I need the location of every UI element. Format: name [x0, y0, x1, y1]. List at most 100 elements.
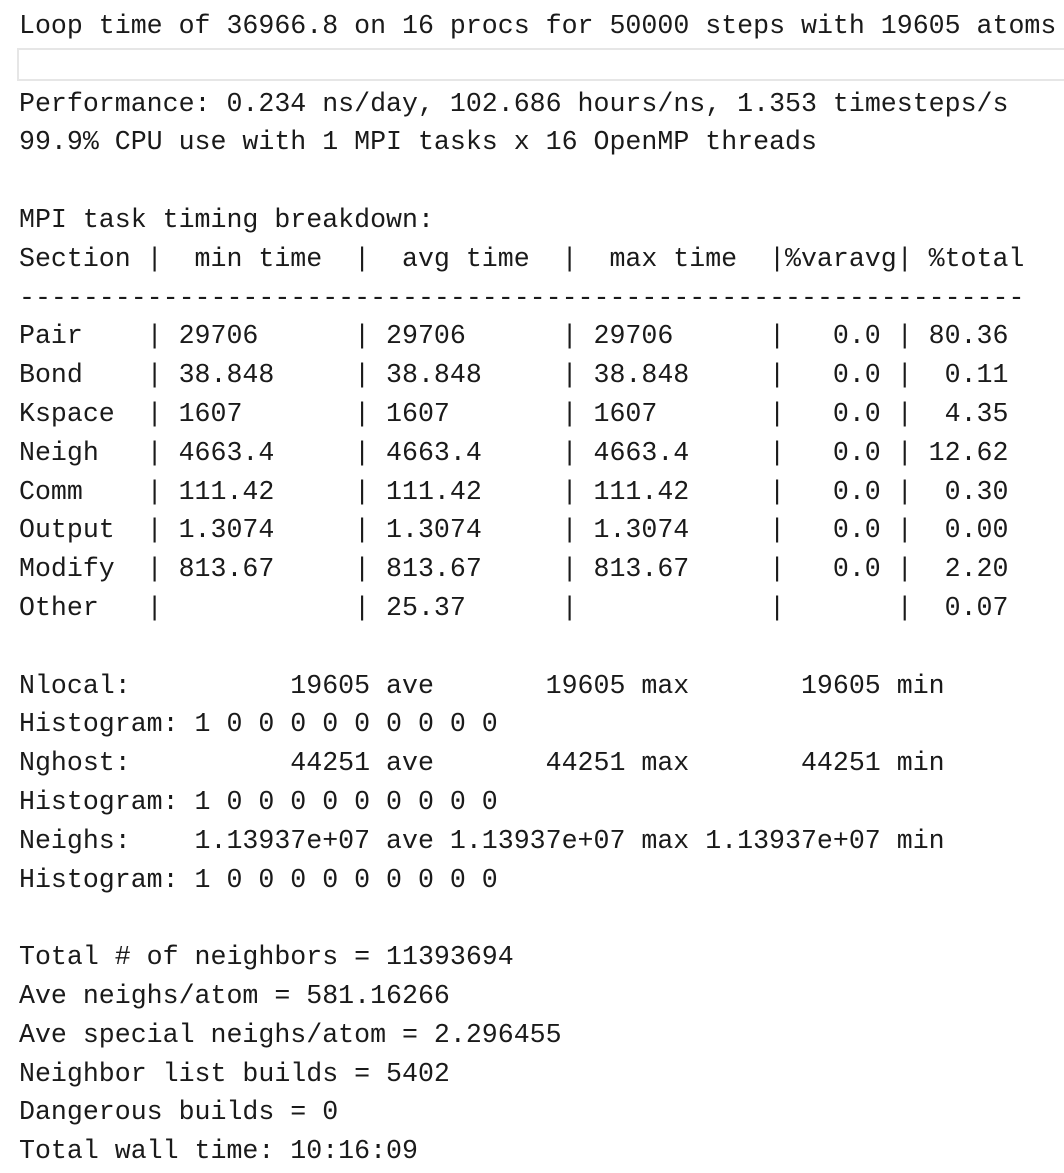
stat-unit: max: [641, 748, 690, 779]
timing-value: 0.30: [944, 476, 1009, 507]
column-divider: |: [769, 360, 786, 391]
column-divider: |: [146, 515, 163, 546]
timing-value: 0.07: [944, 593, 1009, 623]
cpu-line: 99.9% CPU use with 1 MPI tasks x 16 Open…: [19, 127, 817, 158]
column-divider: |: [561, 243, 578, 274]
histogram-line: Histogram: 1 0 0 0 0 0 0 0 0 0: [19, 787, 498, 817]
timing-value: 80.36: [928, 321, 1009, 352]
column-divider: |: [354, 554, 371, 585]
stat-unit: min: [896, 825, 945, 856]
table-rule: ----------------------------------------…: [19, 282, 1025, 313]
timing-value: 1607: [178, 399, 243, 429]
timing-value: 29706: [386, 321, 466, 352]
section-name: Bond: [19, 360, 83, 391]
column-divider: |: [354, 476, 371, 507]
stat-value: 1.13937e+07: [194, 825, 371, 856]
stat-unit: min: [896, 670, 945, 701]
column-divider: |: [769, 476, 786, 507]
stat-value: 44251: [545, 748, 626, 779]
timing-value: 4.35: [944, 399, 1009, 429]
section-name: Kspace: [19, 399, 115, 429]
stat-value: 19605: [800, 670, 881, 701]
timing-value: 38.848: [593, 360, 690, 391]
table-header: min time: [194, 243, 323, 274]
summary-line: Dangerous builds = 0: [19, 1097, 339, 1128]
column-divider: |: [561, 321, 578, 352]
column-divider: |: [769, 593, 786, 623]
timing-value: 1.3074: [178, 515, 275, 546]
column-divider: |: [146, 593, 163, 623]
column-divider: |: [354, 321, 371, 352]
column-divider: |: [769, 243, 786, 274]
summary-line: Ave special neighs/atom = 2.296455: [19, 1019, 562, 1050]
column-divider: |: [561, 360, 578, 391]
column-divider: |: [896, 476, 913, 507]
stat-unit: ave: [386, 670, 434, 701]
column-divider: |: [146, 321, 163, 352]
column-divider: |: [896, 399, 913, 429]
stat-label: Nlocal:: [19, 670, 131, 701]
timing-value: 25.37: [386, 593, 466, 623]
timing-value: 0.00: [944, 515, 1009, 546]
timing-title: MPI task timing breakdown:: [19, 205, 434, 235]
stat-value: 44251: [800, 748, 881, 779]
table-header: Section: [19, 243, 131, 274]
stat-unit: ave: [386, 825, 434, 856]
histogram-line: Histogram: 1 0 0 0 0 0 0 0 0 0: [19, 864, 498, 895]
stat-label: Nghost:: [19, 748, 131, 779]
column-divider: |: [769, 399, 786, 429]
section-name: Pair: [19, 321, 83, 352]
column-divider: |: [896, 593, 913, 623]
table-header: %varavg: [785, 243, 897, 274]
column-divider: |: [769, 437, 786, 468]
column-divider: |: [146, 476, 163, 507]
timing-value: 0.0: [832, 437, 881, 468]
column-divider: |: [896, 515, 913, 546]
histogram-line: Histogram: 1 0 0 0 0 0 0 0 0 0: [19, 709, 498, 740]
table-header: max time: [609, 243, 738, 274]
column-divider: |: [561, 437, 578, 468]
column-divider: |: [354, 515, 371, 546]
column-divider: |: [896, 321, 913, 352]
timing-value: 4663.4: [178, 437, 275, 468]
column-divider: |: [146, 243, 163, 274]
timing-value: 813.67: [386, 554, 482, 585]
section-name: Other: [19, 593, 99, 623]
stat-label: Neighs:: [19, 825, 131, 856]
column-divider: |: [561, 476, 578, 507]
column-divider: |: [769, 321, 786, 352]
timing-value: 4663.4: [593, 437, 690, 468]
table-header: avg time: [402, 243, 530, 274]
timing-value: 813.67: [593, 554, 690, 585]
timing-value: 38.848: [178, 360, 275, 391]
performance-line: Performance: 0.234 ns/day, 102.686 hours…: [19, 88, 1009, 119]
stat-value: 19605: [545, 670, 626, 701]
column-divider: |: [769, 515, 786, 546]
column-divider: |: [561, 399, 578, 429]
timing-value: 111.42: [593, 476, 690, 507]
timing-value: 1607: [386, 399, 450, 429]
stat-unit: min: [896, 748, 945, 779]
timing-value: 1.3074: [386, 515, 482, 546]
stat-value: 19605: [290, 670, 371, 701]
column-divider: |: [146, 437, 163, 468]
column-divider: |: [561, 593, 578, 623]
section-name: Comm: [19, 476, 83, 507]
timing-value: 0.0: [832, 321, 881, 352]
section-name: Modify: [19, 554, 115, 585]
timing-value: 2.20: [944, 554, 1009, 585]
summary-line: Total wall time: 10:16:09: [19, 1136, 418, 1167]
column-divider: |: [354, 437, 371, 468]
input-box[interactable]: [17, 48, 1064, 81]
timing-value: 111.42: [386, 476, 482, 507]
table-header: %total: [928, 243, 1025, 274]
timing-value: 111.42: [178, 476, 275, 507]
timing-value: 1607: [593, 399, 658, 429]
column-divider: |: [146, 554, 163, 585]
loop-time-line: Loop time of 36966.8 on 16 procs for 500…: [19, 11, 1057, 41]
column-divider: |: [354, 399, 371, 429]
timing-value: 12.62: [928, 437, 1009, 468]
timing-value: 38.848: [386, 360, 482, 391]
